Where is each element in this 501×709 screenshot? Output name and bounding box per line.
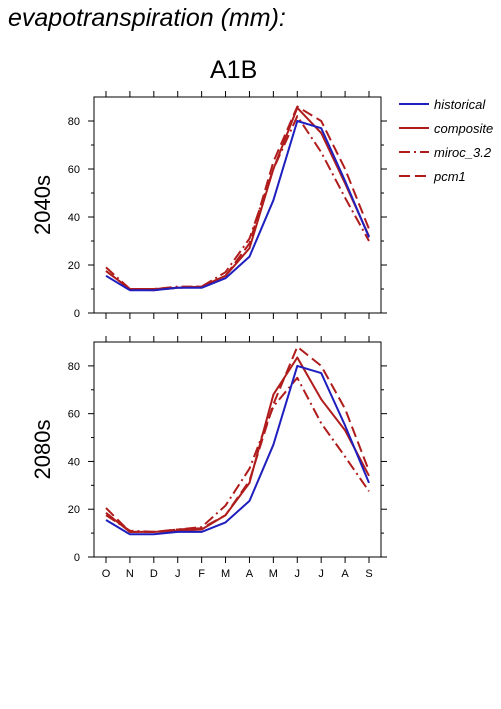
series-line-pcm1 [105,345,370,533]
legend: historical composite miroc_3.2 pcm1 [399,97,493,184]
x-tick-label: A [246,568,254,580]
x-tick-label: S [365,568,372,580]
panels-layer: 0 20 40 60 80 2040s 0 20 40 60 80 O N D J F M A M J J A S 2080s [30,91,387,580]
x-tick-label: M [269,568,278,580]
series-line-composite [105,356,370,533]
y-tick-label: 0 [74,552,80,564]
x-tick-label: F [198,568,205,580]
y-tick-label: 0 [74,308,80,320]
scenario-title: A1B [210,56,258,84]
x-tick-label: N [126,568,134,580]
y-tick-label: 40 [68,456,80,468]
panel-label: 2040s [30,175,55,235]
series-line-composite [105,106,370,290]
x-tick-label: J [318,568,324,580]
x-tick-label: J [175,568,181,580]
panel-label: 2080s [30,420,55,480]
legend-label-miroc-3-2: miroc_3.2 [434,145,492,160]
x-tick-label: M [221,568,230,580]
y-tick-label: 80 [68,361,80,373]
legend-label-composite: composite [434,121,493,136]
legend-label-pcm1: pcm1 [433,169,466,184]
series-line-historical [105,120,370,292]
y-tick-label: 20 [68,260,80,272]
series-line-miroc-3-2 [105,376,370,533]
y-tick-label: 40 [68,212,80,224]
y-tick-label: 20 [68,504,80,516]
panel-2040s: 0 20 40 60 80 2040s [30,91,387,320]
series-line-historical [105,364,370,536]
x-tick-label: D [150,568,158,580]
x-tick-label: O [102,568,111,580]
legend-label-historical: historical [434,97,486,112]
y-tick-label: 80 [68,116,80,128]
x-tick-label: J [295,568,301,580]
x-tick-label: A [341,568,349,580]
panel-2080s: 0 20 40 60 80 O N D J F M A M J J A S 2080s [30,336,387,580]
plot-frame [93,341,382,558]
plot-frame [93,96,382,314]
y-tick-label: 60 [68,409,80,421]
y-tick-label: 60 [68,164,80,176]
figure-title: evapotranspiration (mm): [8,4,286,32]
